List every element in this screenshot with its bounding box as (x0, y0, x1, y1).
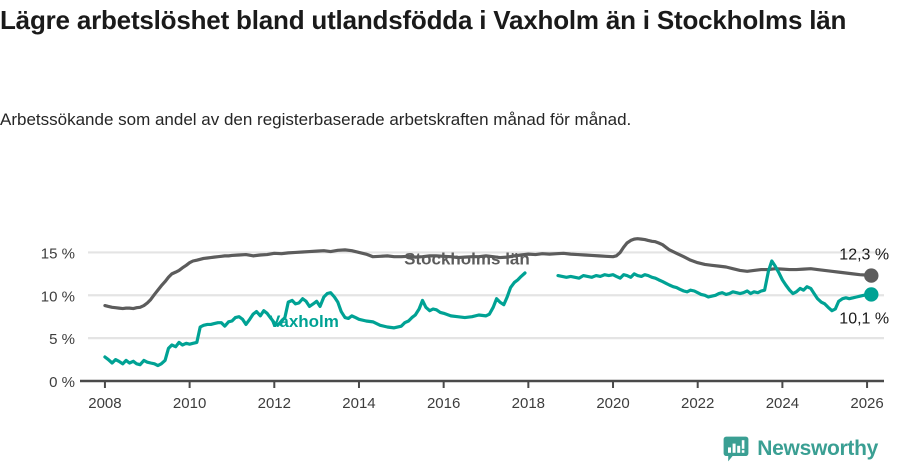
newsworthy-logo[interactable]: Newsworthy (723, 436, 878, 462)
line-chart: 0 % 5 % 10 % 15 % 2008 2010 2012 2014 2016 2018 2… (0, 196, 900, 426)
data-series-group (103, 237, 879, 368)
y-tick-label: 5 % (49, 331, 75, 348)
bar-chart-bubble-icon (723, 436, 749, 462)
x-tick-label: 2012 (258, 395, 291, 412)
x-tick-label: 2024 (766, 395, 799, 412)
x-tick-label: 2020 (596, 395, 629, 412)
series-annotations: 12,3 % Stockholms län 10,1 % Vaxholm (269, 247, 889, 331)
series-name-label: Vaxholm (269, 312, 339, 331)
logo-wordmark: Newsworthy (757, 437, 878, 460)
x-tick-label: 2016 (427, 395, 460, 412)
page-title: Lägre arbetslöshet bland utlandsfödda i … (0, 5, 847, 35)
x-tick-label: 2018 (512, 395, 545, 412)
y-tick-label: 0 % (49, 374, 75, 391)
chart-svg: 0 %5 %10 %15 % 2008 2010 2012 2014 2016 2018 2… (41, 237, 889, 412)
series-line (556, 259, 873, 313)
y-tick-label: 15 % (41, 245, 75, 262)
series-end-marker (864, 268, 879, 283)
x-tick-label: 2008 (88, 395, 121, 412)
series-line (103, 237, 873, 311)
x-axis-tick-labels: 2008 2010 2012 2014 2016 2018 2020 2022 2024 2026 (88, 395, 884, 412)
y-axis-tick-labels: 0 % 5 % 10 % 15 % (41, 245, 75, 391)
series-end-value-label: 12,3 % (839, 247, 889, 264)
y-tick-label: 10 % (41, 288, 75, 305)
series-line (103, 271, 527, 368)
gridlines (88, 251, 884, 340)
x-tick-label: 2014 (342, 395, 375, 412)
x-axis (80, 379, 884, 388)
series-end-value-label: 10,1 % (839, 310, 889, 327)
chart-subtitle: Arbetssökande som andel av den registerb… (0, 110, 632, 129)
series-end-marker (864, 287, 879, 302)
x-tick-label: 2022 (681, 395, 714, 412)
x-tick-label: 2010 (173, 395, 206, 412)
series-name-label: Stockholms län (404, 249, 530, 268)
x-tick-label: 2026 (850, 395, 883, 412)
